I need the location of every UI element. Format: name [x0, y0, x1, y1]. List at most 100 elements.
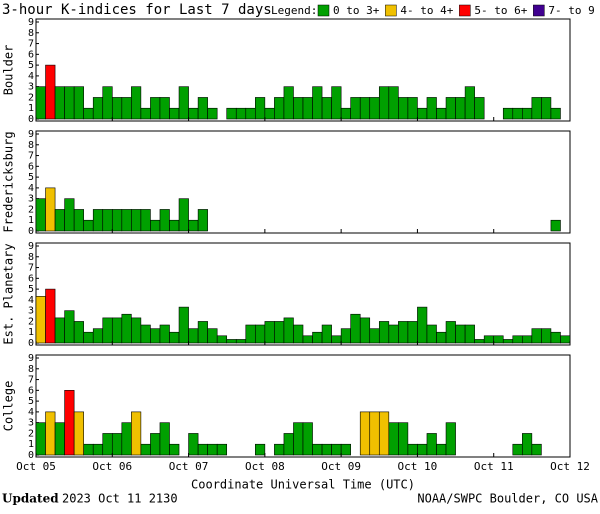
bar [512, 443, 523, 456]
legend-label: Legend: [271, 4, 317, 17]
bar [54, 209, 65, 232]
bar [121, 313, 132, 344]
bar [207, 107, 218, 120]
bar [531, 328, 542, 344]
bar [159, 324, 170, 344]
bar [92, 97, 104, 120]
bar [388, 324, 399, 344]
bar [73, 411, 84, 456]
bar [35, 198, 46, 232]
bar [378, 411, 390, 456]
bar [293, 422, 304, 456]
bar [73, 209, 84, 232]
y-tick-label: 7 [28, 151, 34, 162]
panel-label: College [2, 381, 16, 432]
bar [283, 433, 294, 456]
x-axis-label: Coordinate Universal Time (UTC) [191, 478, 415, 492]
bar [502, 339, 514, 344]
bar [45, 411, 56, 456]
x-tick-label: Oct 11 [474, 460, 514, 473]
bar [417, 306, 428, 344]
bar [560, 335, 571, 344]
bar [140, 209, 151, 232]
bar [178, 306, 189, 344]
y-tick-label: 8 [28, 364, 34, 375]
bar [235, 107, 247, 120]
y-tick-label: 8 [28, 140, 34, 151]
bar [407, 321, 418, 344]
y-tick-label: 6 [28, 161, 34, 172]
bar [121, 209, 132, 232]
panel-label: Boulder [2, 45, 16, 96]
bar [531, 443, 542, 456]
bar [64, 390, 75, 456]
bar [178, 198, 189, 232]
x-tick-label: Oct 10 [398, 460, 438, 473]
bar [398, 321, 409, 344]
bar [312, 86, 323, 120]
y-tick-label: 2 [28, 92, 34, 103]
chart-title: 3-hour K-indices for Last 7 days [2, 2, 272, 18]
bar [140, 107, 151, 120]
bar [550, 107, 561, 120]
bar [131, 209, 142, 232]
credit: NOAA/SWPC Boulder, CO USA [417, 492, 598, 506]
y-tick-label: 2 [28, 428, 34, 439]
bar [522, 433, 533, 456]
bar [121, 97, 132, 120]
panel-label: Est. Planetary [2, 243, 16, 344]
bar [92, 328, 104, 344]
bar [312, 331, 323, 344]
y-tick-label: 7 [28, 263, 34, 274]
legend-swatch [385, 4, 397, 17]
bar [226, 339, 237, 344]
bar [464, 324, 475, 344]
y-tick-label: 1 [28, 439, 34, 450]
bar [426, 324, 437, 344]
legend-text: 0 to 3+ [333, 4, 380, 17]
bar [398, 97, 409, 120]
y-tick-label: 5 [28, 60, 34, 71]
bar [369, 97, 380, 120]
bar [302, 97, 313, 120]
bar [83, 331, 94, 344]
bar [140, 443, 151, 456]
bar [388, 86, 399, 120]
bar [512, 335, 523, 344]
bar [369, 328, 380, 344]
bar [464, 86, 475, 120]
bar [321, 443, 332, 456]
bar [150, 97, 161, 120]
bar [35, 422, 46, 456]
y-tick-label: 0 [28, 114, 34, 125]
panel-label: Fredericksburg [2, 131, 16, 232]
bar [293, 324, 304, 344]
panel-frame [35, 242, 571, 346]
bar [111, 433, 123, 456]
bar [512, 107, 523, 120]
bar [426, 433, 437, 456]
y-tick-label: 0 [28, 338, 34, 349]
bar [455, 324, 466, 344]
bar [54, 317, 65, 344]
y-tick-label: 7 [28, 375, 34, 386]
bar [45, 288, 56, 344]
bar [245, 324, 256, 344]
bar [474, 339, 485, 344]
bar [207, 328, 218, 344]
bar [359, 317, 371, 344]
bar [64, 198, 75, 232]
bar [522, 335, 533, 344]
bar [541, 328, 552, 344]
bar [245, 107, 256, 120]
bar [102, 86, 113, 120]
x-tick-label: Oct 06 [92, 460, 132, 473]
bar [369, 411, 380, 456]
bar [159, 422, 170, 456]
y-tick-label: 2 [28, 204, 34, 215]
bar [502, 107, 514, 120]
y-tick-label: 0 [28, 450, 34, 461]
y-tick-label: 0 [28, 226, 34, 237]
bar [378, 321, 390, 344]
bar [188, 107, 199, 120]
